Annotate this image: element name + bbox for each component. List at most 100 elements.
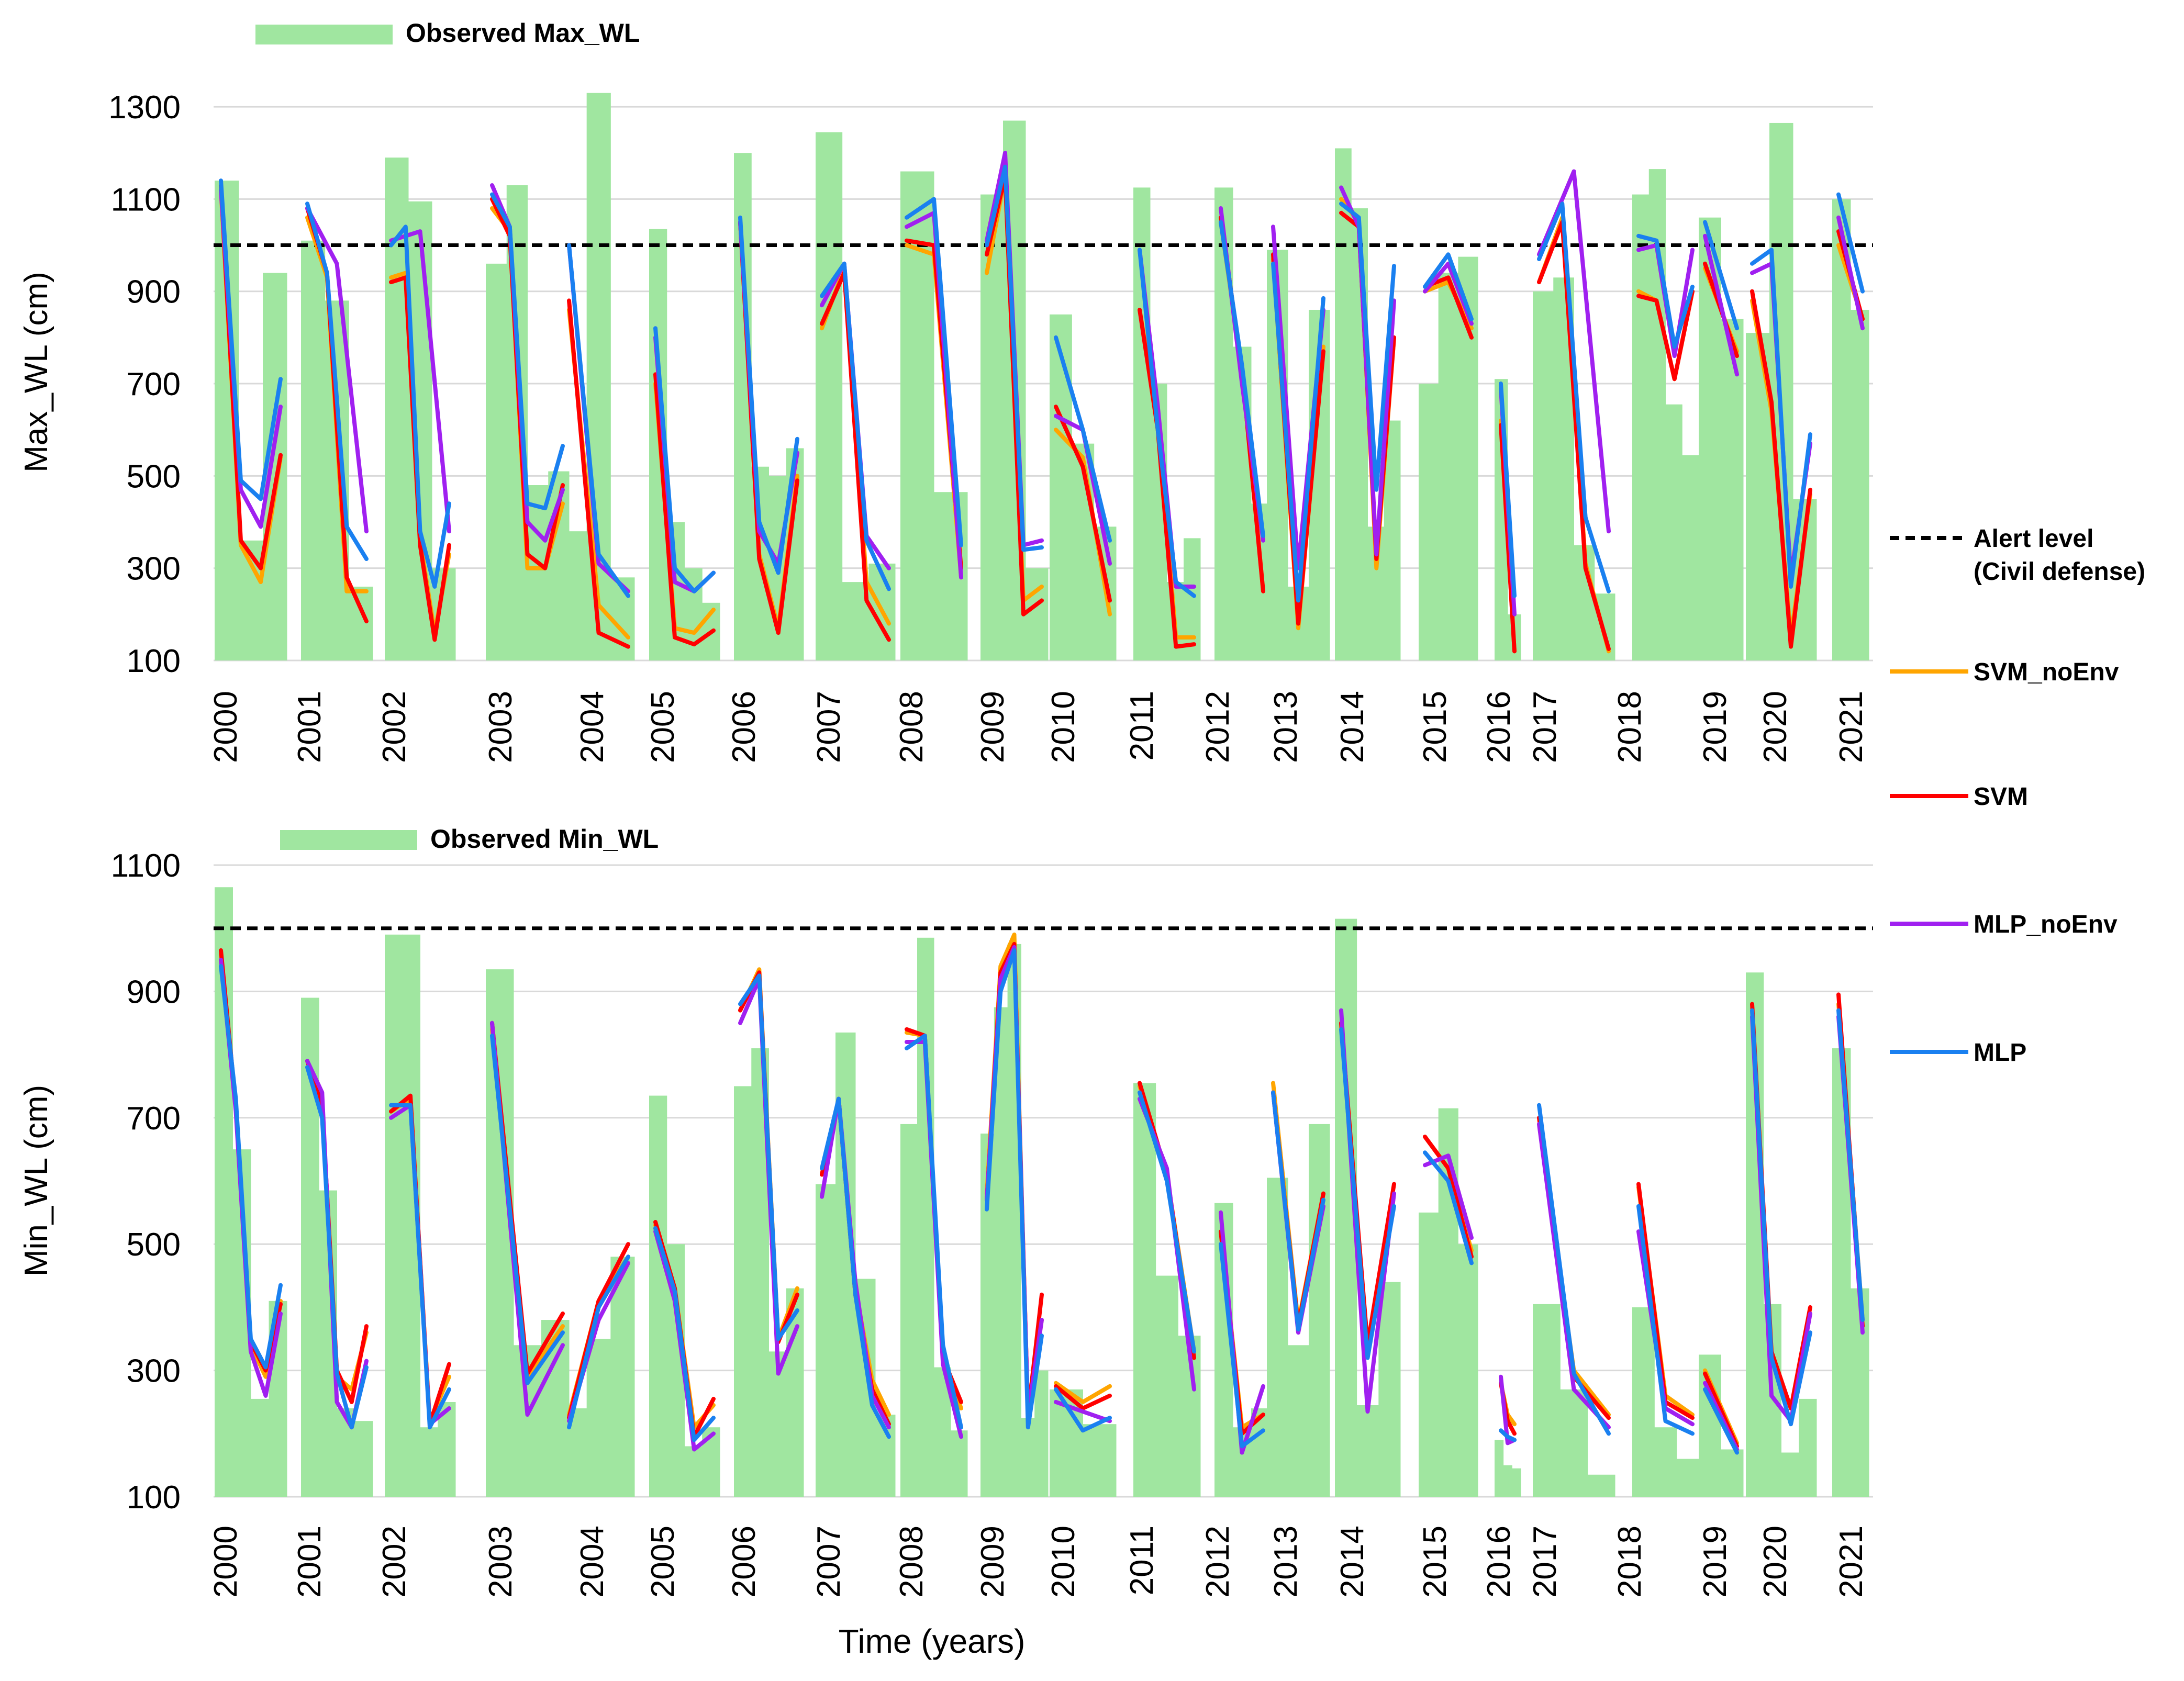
bar-max-2019-2 <box>1721 319 1744 660</box>
x-tick-label-max-2016: 2016 <box>1481 691 1517 763</box>
bar-max-2015-2 <box>1438 273 1458 660</box>
line-svm-max-2011 <box>1138 308 1196 649</box>
line-mlp-max-2011 <box>1138 248 1196 598</box>
line-mlp-max-2019 <box>1703 220 1739 331</box>
bar-min-2006-1 <box>734 1086 752 1497</box>
x-tick-label-min-2020: 2020 <box>1757 1526 1793 1598</box>
bar-min-2002-3 <box>420 1427 438 1497</box>
line-mlp-min-2016 <box>1499 1428 1517 1442</box>
line-mlp-min-2020 <box>1750 1008 1812 1427</box>
x-tick-label-max-2002: 2002 <box>376 691 413 763</box>
bar-max-2014-1 <box>1335 148 1352 660</box>
x-tick-label-min-2021: 2021 <box>1833 1526 1869 1598</box>
bar-max-2009-3 <box>1026 568 1049 660</box>
line-mlp-max-2016 <box>1499 382 1517 598</box>
line-mlp-max-2014 <box>1339 201 1396 492</box>
bar-min-2017-3 <box>1587 1474 1615 1497</box>
y-tick-label-max-1100: 1100 <box>111 182 181 218</box>
bar-max-2003-1 <box>486 263 507 661</box>
line-mlp-max-2020 <box>1750 248 1812 589</box>
bar-min-2005-1 <box>649 1095 667 1497</box>
x-tick-label-max-2020: 2020 <box>1757 691 1793 763</box>
x-tick-label-max-2004: 2004 <box>574 691 610 763</box>
legend-swatch-observed-min <box>280 830 417 850</box>
bar-max-2018-1 <box>1632 194 1650 661</box>
bar-min-2009-5 <box>1034 1370 1049 1497</box>
bar-min-2011-2 <box>1155 1275 1178 1497</box>
y-tick-label-max-300: 300 <box>127 551 181 587</box>
x-tick-label-max-2013: 2013 <box>1268 691 1304 763</box>
x-tick-label-max-2015: 2015 <box>1417 691 1453 763</box>
line-svm-max-2003 <box>490 197 565 570</box>
bar-min-2019-2 <box>1721 1449 1744 1497</box>
line-svm_noenv-min-2010 <box>1054 1381 1112 1404</box>
line-mlp-max-2018 <box>1636 233 1695 349</box>
line-mlp-min-2009 <box>985 948 1044 1430</box>
bar-min-2016-2 <box>1503 1465 1512 1497</box>
line-mlp_noenv-max-2001 <box>305 206 369 534</box>
bar-max-2001-1 <box>301 240 326 660</box>
bar-min-2013-3 <box>1309 1124 1330 1497</box>
legend-label-mlp: MLP <box>1974 1039 2026 1067</box>
x-tick-label-min-2004: 2004 <box>574 1526 610 1598</box>
max-wl-panel: 100 300 500 700 900 1100 1300 Max_WL (cm) 2000 20… <box>18 89 1873 763</box>
line-mlp-min-2003 <box>490 1033 565 1385</box>
min-wl-panel: 100 300 500 700 900 1100 Min_WL (cm) 2000 2001 20… <box>18 848 1873 1598</box>
x-tick-label-min-2000: 2000 <box>208 1526 244 1598</box>
line-mlp-max-2003 <box>490 192 565 511</box>
bar-min-2006-3 <box>768 1351 787 1497</box>
line-mlp-min-2008 <box>905 1033 963 1430</box>
legend-label-observed-min: Observed Min_WL <box>430 824 659 854</box>
x-tick-label-min-2014: 2014 <box>1334 1526 1370 1598</box>
x-tick-label-min-2011: 2011 <box>1124 1526 1160 1595</box>
line-mlp-max-2013 <box>1271 261 1325 603</box>
x-tick-label-max-2001: 2001 <box>292 691 328 763</box>
line-svm-max-2004 <box>567 298 630 649</box>
x-axis-label: Time (years) <box>839 1622 1026 1660</box>
line-mlp-max-2001 <box>305 201 369 561</box>
x-tick-label-min-2017: 2017 <box>1527 1526 1563 1598</box>
line-mlp-max-2009 <box>985 164 1044 552</box>
x-tick-label-min-2008: 2008 <box>894 1526 930 1598</box>
bar-min-2015-3 <box>1458 1244 1478 1497</box>
bar-min-2008-2 <box>917 937 934 1497</box>
bar-min-2007-1 <box>816 1184 836 1497</box>
line-svm-max-2002 <box>389 275 451 642</box>
x-tick-label-min-2002: 2002 <box>376 1526 413 1598</box>
bar-min-2015-1 <box>1419 1212 1439 1497</box>
legend-observed-max: Observed Max_WL <box>255 18 640 48</box>
bar-max-2011-4 <box>1184 538 1201 660</box>
line-svm-min-2015 <box>1423 1135 1474 1259</box>
line-svm-max-2005 <box>653 372 716 647</box>
line-mlp-min-2004 <box>567 1254 630 1430</box>
x-tick-label-max-2019: 2019 <box>1697 691 1733 763</box>
bar-min-2010-2 <box>1083 1424 1117 1497</box>
line-mlp-max-2000 <box>219 178 283 501</box>
bar-min-2011-1 <box>1133 1083 1156 1497</box>
y-tick-label-min-700: 700 <box>127 1101 181 1137</box>
line-mlp-min-2007 <box>820 1096 891 1439</box>
line-mlp-min-2006 <box>738 973 799 1341</box>
bar-min-2004-1 <box>563 1408 587 1497</box>
bar-max-2018-3 <box>1665 404 1682 660</box>
line-mlp-max-2007 <box>820 261 891 591</box>
x-tick-label-max-2010: 2010 <box>1045 691 1082 763</box>
x-tick-label-max-2009: 2009 <box>975 691 1011 763</box>
bar-min-2016-1 <box>1495 1440 1504 1497</box>
bar-max-2004-2 <box>586 93 611 661</box>
legend-label-svm-noenv: SVM_noEnv <box>1974 658 2119 686</box>
x-tick-label-max-2003: 2003 <box>483 691 519 763</box>
legend: Alert level (Civil defense) SVM_noEnv SV… <box>1890 525 2145 1067</box>
x-tick-label-min-2013: 2013 <box>1268 1526 1304 1598</box>
x-tick-label-max-2021: 2021 <box>1833 691 1869 763</box>
line-mlp-min-2013 <box>1271 1090 1325 1332</box>
x-tick-label-min-2001: 2001 <box>292 1526 328 1598</box>
x-tick-label-min-2009: 2009 <box>975 1526 1011 1598</box>
line-mlp_noenv-max-2002 <box>389 229 451 534</box>
line-mlp-max-2008 <box>905 197 963 547</box>
line-mlp-max-2012 <box>1219 220 1265 538</box>
x-tick-label-min-2019: 2019 <box>1697 1526 1733 1598</box>
bar-min-2016-3 <box>1512 1468 1521 1497</box>
line-mlp-min-2002 <box>389 1103 451 1430</box>
